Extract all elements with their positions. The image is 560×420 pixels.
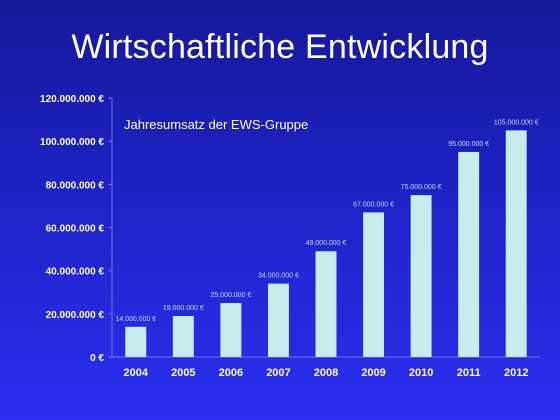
data-label: 19.000.000 € xyxy=(163,305,204,312)
data-labels: 14.000.000 € 19.000.000 € 25.000.000 € 34.0… xyxy=(115,119,538,322)
data-label: 49.000.000 € xyxy=(306,240,347,247)
bar xyxy=(410,195,432,357)
x-tick-label: 2011 xyxy=(457,367,481,379)
x-tick-label: 2009 xyxy=(361,367,385,379)
y-axis: 0 € 20.000.000 € 40.000.000 € 60.000.000 € 8… xyxy=(40,94,112,364)
bar xyxy=(315,251,337,357)
bar xyxy=(267,283,289,357)
x-tick-label: 2004 xyxy=(124,367,149,379)
x-tick-label: 2005 xyxy=(171,367,195,379)
y-tick-label: 80.000.000 € xyxy=(46,180,105,191)
x-tick-label: 2012 xyxy=(504,367,528,379)
data-label: 75.000.000 € xyxy=(401,184,442,191)
data-label: 34.000.000 € xyxy=(258,273,299,280)
data-label: 105.000.000 € xyxy=(494,119,539,126)
data-label: 14.000.000 € xyxy=(115,316,156,323)
y-tick-label: 20.000.000 € xyxy=(46,310,105,321)
data-label: 67.000.000 € xyxy=(353,201,394,208)
bar xyxy=(363,212,385,357)
data-label: 95.000.000 € xyxy=(448,141,489,148)
y-tick-label: 40.000.000 € xyxy=(46,267,105,278)
y-tick-label: 100.000.000 € xyxy=(40,137,104,148)
data-label: 25.000.000 € xyxy=(210,292,251,299)
bar xyxy=(125,326,147,357)
bar xyxy=(172,315,194,357)
y-tick-label: 0 € xyxy=(90,353,104,364)
chart-subtitle: Jahresumsatz der EWS-Gruppe xyxy=(124,117,308,132)
bar xyxy=(458,151,480,357)
x-tick-label: 2008 xyxy=(314,367,338,379)
bar xyxy=(505,130,527,357)
slide-title: Wirtschaftliche Entwicklung xyxy=(71,28,489,66)
y-tick-label: 60.000.000 € xyxy=(46,224,105,235)
bar xyxy=(220,303,242,357)
x-tick-label: 2007 xyxy=(266,367,290,379)
y-tick-label: 120.000.000 € xyxy=(40,94,104,105)
x-tick-label: 2010 xyxy=(409,367,433,379)
bars xyxy=(125,130,527,357)
x-axis: 2004 2005 2006 2007 2008 2009 2010 2011 2012 xyxy=(124,367,529,379)
x-tick-label: 2006 xyxy=(219,367,243,379)
